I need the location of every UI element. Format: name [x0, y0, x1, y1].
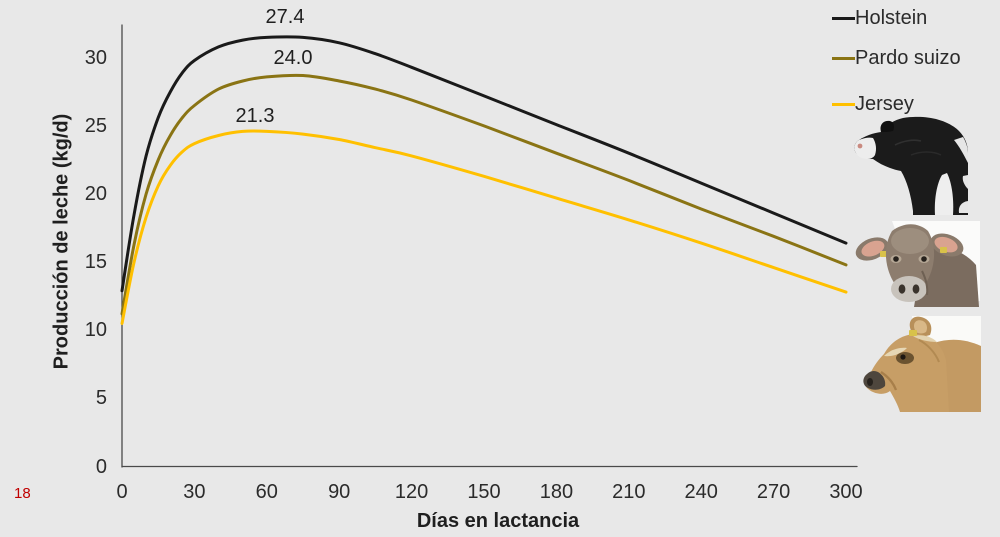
x-axis-tick-label: 180 [539, 481, 574, 503]
legend-item-pardo-suizo: Pardo suizo [832, 46, 961, 70]
pardo-suizo-cow-illustration [855, 221, 980, 307]
holstein-cow-image [851, 115, 975, 220]
pardo-suizo-cow-image [852, 219, 982, 312]
y-axis-tick-label: 30 [84, 46, 107, 69]
series-line-holstein [120, 35, 848, 293]
x-axis-title: Días en lactancia [416, 510, 580, 532]
x-axis-tick-label: 300 [829, 481, 863, 503]
y-axis-tick-label: 25 [84, 114, 107, 137]
y-axis-tick-label: 0 [95, 455, 107, 478]
jersey-cow-illustration [863, 316, 981, 412]
legend-label-holstein: Holstein [855, 6, 928, 29]
peak-label-pardo-suizo: 24.0 [273, 47, 313, 69]
jersey-cow-image [857, 310, 981, 417]
y-axis-tick-label: 5 [95, 387, 107, 410]
legend-item-holstein: Holstein [832, 6, 927, 30]
x-axis-tick-label: 30 [183, 481, 206, 503]
slide-number: 18 [14, 485, 31, 502]
peak-label-jersey: 21.3 [235, 105, 275, 127]
peak-label-holstein: 27.4 [265, 6, 305, 28]
legend-swatch-holstein [832, 16, 855, 20]
legend-swatch-jersey [832, 102, 855, 106]
series-line-pardo-suizo [120, 73, 848, 316]
x-axis-tick-label: 60 [255, 481, 278, 503]
x-axis-tick-label: 240 [684, 481, 718, 503]
x-axis-tick-label: 0 [116, 481, 128, 503]
y-axis-title: Producción de leche (kg/d) [50, 113, 73, 370]
legend-swatch-pardo-suizo [832, 56, 855, 60]
x-axis-tick-label: 270 [756, 481, 791, 503]
legend-item-jersey: Jersey [832, 92, 914, 116]
x-axis-tick-label: 120 [394, 481, 429, 503]
series-line-jersey [120, 129, 848, 325]
y-axis-tick-label: 20 [84, 183, 107, 206]
holstein-cow-illustration [854, 116, 968, 215]
legend-label-pardo-suizo: Pardo suizo [855, 46, 961, 69]
y-axis-tick-label: 15 [84, 251, 107, 274]
x-axis-tick-label: 210 [612, 481, 646, 503]
x-axis-tick-label: 90 [328, 481, 351, 503]
legend-label-jersey: Jersey [855, 92, 914, 115]
y-axis-tick-label: 10 [84, 319, 107, 342]
x-axis-tick-label: 150 [467, 481, 501, 503]
